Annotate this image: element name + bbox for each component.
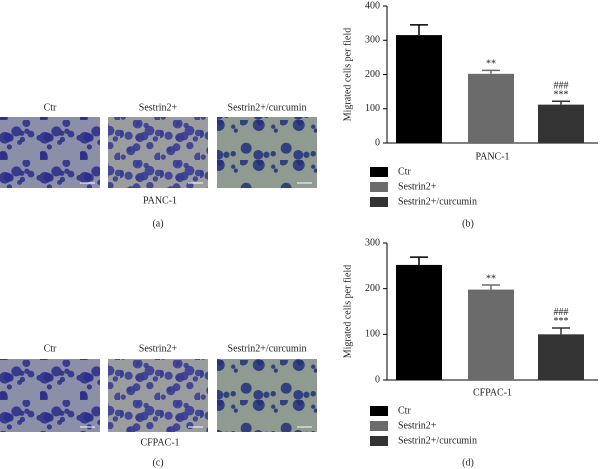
legend-swatch [370,182,388,192]
y-tick-label: 300 [365,35,380,46]
significance-mark: *** [554,316,569,327]
y-tick-label: 100 [365,103,380,114]
significance-mark: ### [554,81,569,92]
bar [396,264,442,380]
y-tick-label: 200 [365,69,380,80]
panel-label: (b) [462,218,474,229]
y-tick-label: 0 [375,137,380,148]
bar [538,334,584,380]
x-axis-label: PANC-1 [475,151,509,162]
panel-label: (a) [152,218,163,229]
panel-label: (c) [152,457,163,468]
y-axis-label: Migrated cells per field [342,28,353,122]
image-label: Ctr [44,102,57,113]
legend-swatch [370,436,388,446]
image-label: Sestrin2+/curcumin [228,102,307,113]
significance-mark: *** [554,90,569,101]
legend-swatch [370,421,388,431]
panel-label: (d) [462,457,474,468]
micrograph [108,359,208,432]
image-label: Sestrin2+/curcumin [228,343,307,354]
y-tick-label: 300 [365,237,380,248]
micrograph [0,359,100,432]
image-label: Sestrin2+ [139,343,178,354]
y-axis-label: Migrated cells per field [342,265,353,359]
micrograph [217,359,317,432]
legend-label: Sestrin2+ [398,181,437,192]
significance-mark: ### [554,307,569,318]
image-label: Ctr [44,343,57,354]
legend-swatch [370,406,388,416]
bar [468,73,514,143]
legend-label: Ctr [398,166,411,177]
micrograph [108,117,208,188]
micrograph [0,117,100,188]
y-tick-label: 100 [365,329,380,340]
y-tick-label: 400 [365,0,380,11]
x-axis-label: CFPAC-1 [473,387,512,398]
y-tick-label: 200 [365,283,380,294]
bar [538,104,584,143]
micrograph [217,117,317,188]
legend-label: Ctr [398,405,411,416]
significance-mark: ** [486,59,496,70]
cell-line-label: PANC-1 [143,195,177,206]
cell-line-label: CFPAC-1 [140,437,179,448]
bar [396,35,442,143]
significance-mark: ** [486,273,496,284]
legend-swatch [370,197,388,207]
legend-label: Sestrin2+/curcumin [398,435,477,446]
image-label: Sestrin2+ [139,102,178,113]
y-tick-label: 0 [375,374,380,385]
bar [468,289,514,380]
legend-swatch [370,167,388,177]
legend-label: Sestrin2+ [398,420,437,431]
legend-label: Sestrin2+/curcumin [398,196,477,207]
